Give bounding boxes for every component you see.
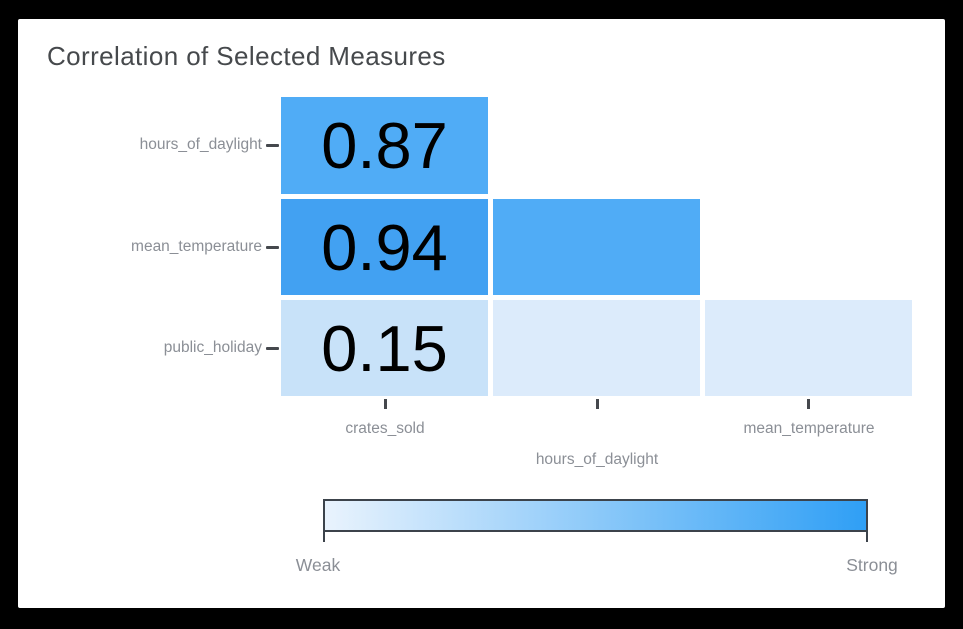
legend-label-weak: Weak xyxy=(295,555,341,575)
x-axis-label-mean_temperature: mean_temperature xyxy=(743,420,875,437)
legend-label-strong: Strong xyxy=(846,555,898,575)
legend-tick-right xyxy=(866,532,868,542)
heatmap-cell-mean_temperature-crates_sold[interactable]: 0.94 xyxy=(281,199,488,295)
heatmap-cell-hours_of_daylight-crates_sold[interactable]: 0.87 xyxy=(281,97,488,194)
cell-value: 0.94 xyxy=(321,210,448,284)
heatmap-cell-public_holiday-crates_sold[interactable]: 0.15 xyxy=(281,300,488,396)
y-axis-label-mean_temperature: mean_temperature xyxy=(131,238,262,255)
x-axis-label-crates_sold: crates_sold xyxy=(345,420,425,437)
y-axis-tick xyxy=(266,144,279,147)
y-axis-tick xyxy=(266,347,279,350)
heatmap-cell-public_holiday-mean_temperature[interactable] xyxy=(705,300,912,396)
cell-value: 0.15 xyxy=(321,311,448,385)
chart-title: Correlation of Selected Measures xyxy=(47,41,446,71)
x-axis-tick xyxy=(596,399,599,409)
chart-panel: Correlation of Selected Measures 0.87 0.… xyxy=(18,19,945,608)
cell-value: 0.87 xyxy=(321,109,448,182)
x-axis-tick xyxy=(384,399,387,409)
legend-gradient-bar xyxy=(323,499,868,532)
heatmap-cell-mean_temperature-hours_of_daylight[interactable] xyxy=(493,199,700,295)
x-axis-tick xyxy=(807,399,810,409)
x-axis-label-hours_of_daylight: hours_of_daylight xyxy=(535,451,659,468)
y-axis-label-hours_of_daylight: hours_of_daylight xyxy=(139,136,262,153)
y-axis-label-public_holiday: public_holiday xyxy=(163,339,262,356)
heatmap-cell-public_holiday-hours_of_daylight[interactable] xyxy=(493,300,700,396)
y-axis-tick xyxy=(266,246,279,249)
legend-tick-left xyxy=(323,532,325,542)
